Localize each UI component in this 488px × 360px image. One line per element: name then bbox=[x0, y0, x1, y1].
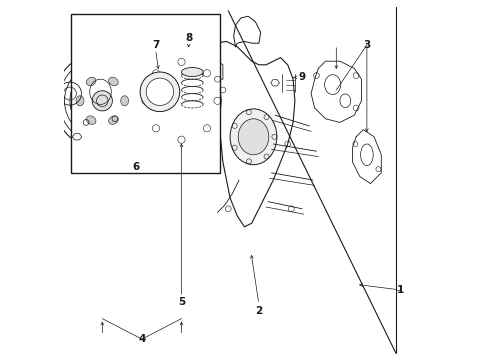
Ellipse shape bbox=[86, 116, 96, 125]
Ellipse shape bbox=[86, 77, 96, 86]
Text: 1: 1 bbox=[396, 285, 403, 295]
Circle shape bbox=[140, 72, 179, 112]
Ellipse shape bbox=[76, 96, 84, 106]
Ellipse shape bbox=[238, 119, 268, 155]
Ellipse shape bbox=[230, 109, 276, 165]
Ellipse shape bbox=[151, 68, 212, 134]
Text: 2: 2 bbox=[255, 306, 262, 316]
Text: 3: 3 bbox=[363, 40, 370, 50]
Text: 8: 8 bbox=[184, 33, 192, 43]
Ellipse shape bbox=[121, 96, 128, 106]
Text: 7: 7 bbox=[152, 40, 159, 50]
Text: 5: 5 bbox=[178, 297, 185, 307]
Ellipse shape bbox=[108, 116, 118, 125]
Ellipse shape bbox=[181, 68, 203, 77]
Ellipse shape bbox=[108, 77, 118, 86]
Circle shape bbox=[92, 91, 112, 111]
Text: 9: 9 bbox=[298, 72, 305, 82]
Bar bbox=[71, 14, 220, 173]
Circle shape bbox=[146, 78, 173, 105]
Ellipse shape bbox=[142, 58, 221, 143]
Text: 4: 4 bbox=[138, 334, 145, 344]
Text: 6: 6 bbox=[133, 162, 140, 172]
Circle shape bbox=[72, 70, 133, 131]
